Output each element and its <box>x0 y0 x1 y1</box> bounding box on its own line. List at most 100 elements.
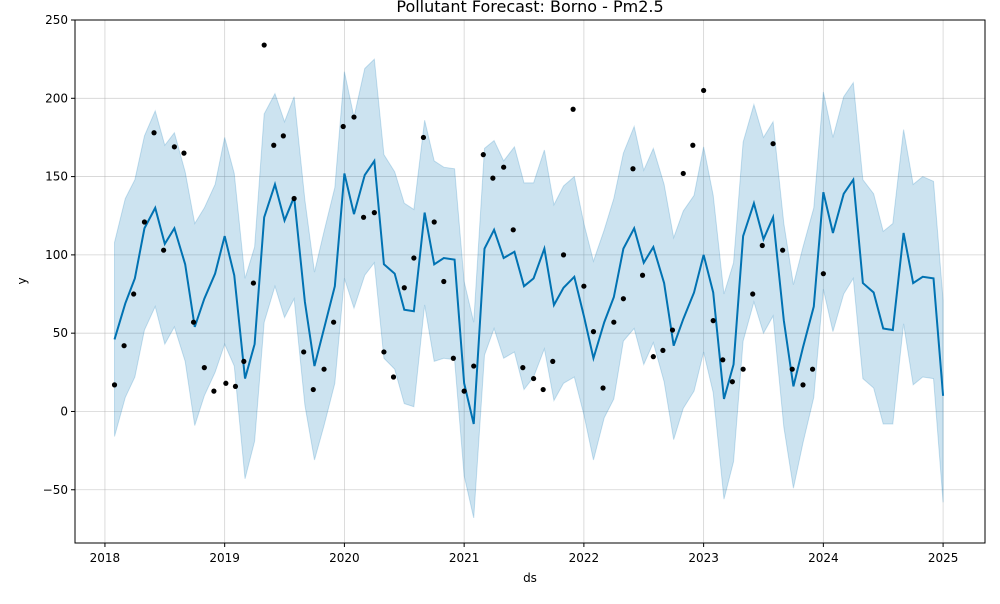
observed-point <box>271 142 277 148</box>
observed-point <box>680 170 686 177</box>
observed-point <box>581 283 587 289</box>
x-tick-label: 2025 <box>928 551 959 565</box>
observed-point <box>780 247 786 253</box>
observed-point <box>560 252 567 258</box>
observed-point <box>181 150 187 156</box>
observed-point <box>461 388 467 394</box>
observed-point <box>291 195 297 202</box>
observed-point <box>431 219 437 225</box>
observed-point <box>570 106 576 112</box>
observed-point <box>590 329 597 335</box>
observed-point <box>540 386 546 393</box>
observed-point <box>301 349 307 355</box>
observed-point <box>232 383 239 390</box>
observed-point <box>360 214 367 220</box>
observed-point <box>740 366 746 372</box>
observed-point <box>201 365 207 371</box>
observed-point <box>639 272 646 278</box>
observed-point <box>630 166 636 172</box>
observed-point <box>131 291 137 297</box>
observed-point <box>660 347 666 353</box>
observed-point <box>620 296 626 302</box>
observed-point <box>450 355 456 361</box>
observed-point <box>720 357 726 363</box>
forecast-line-group <box>113 158 945 425</box>
x-tick-label: 2021 <box>449 551 480 565</box>
observed-point <box>789 366 795 372</box>
observed-point <box>490 175 496 181</box>
x-tick-label: 2019 <box>209 551 240 565</box>
observed-point <box>809 366 816 372</box>
plot-frame <box>74 19 986 544</box>
observed-point <box>280 133 286 139</box>
observed-point <box>151 130 157 136</box>
observed-point <box>261 42 267 48</box>
uncertainty-band <box>114 58 944 519</box>
y-axis-label: y <box>15 277 29 284</box>
observed-point <box>650 354 656 360</box>
observed-point <box>111 382 118 388</box>
x-tick-label: 2022 <box>569 551 600 565</box>
observed-point <box>710 318 716 324</box>
y-tick-label: 0 <box>60 404 68 418</box>
x-tick-label: 2023 <box>688 551 719 565</box>
y-tick-label: 50 <box>53 326 68 340</box>
observed-point <box>480 152 486 158</box>
observed-point <box>121 343 127 349</box>
y-tick-label: −50 <box>43 483 68 497</box>
observed-point <box>223 380 229 386</box>
x-tick-label: 2018 <box>90 551 121 565</box>
y-tick-label: 250 <box>45 13 68 27</box>
observed-point <box>310 386 316 393</box>
observed-point <box>211 388 217 394</box>
observed-point <box>820 271 826 277</box>
observed-point <box>669 327 676 333</box>
observed-point <box>530 375 537 382</box>
x-tick-label: 2020 <box>329 551 360 565</box>
observed-point <box>331 319 337 325</box>
chart-title: Pollutant Forecast: Borno - Pm2.5 <box>396 0 663 16</box>
uncertainty-band-group <box>114 58 944 519</box>
grid <box>75 19 985 543</box>
observed-point <box>701 87 707 94</box>
observed-point <box>510 227 516 233</box>
observed-point <box>690 142 696 148</box>
observed-point <box>340 123 346 130</box>
observed-point <box>161 247 167 253</box>
observed-point <box>241 358 247 364</box>
y-tick-label: 150 <box>45 170 68 184</box>
observed-point <box>351 114 357 120</box>
observed-point <box>600 385 606 391</box>
observed-point <box>381 349 387 355</box>
forecast-line <box>113 158 945 425</box>
observed-point <box>441 278 447 285</box>
observed-point <box>611 319 617 325</box>
observed-point <box>411 255 417 261</box>
observed-point <box>800 382 806 388</box>
observed-point <box>759 242 765 249</box>
y-tick-label: 200 <box>45 91 68 105</box>
observed-point <box>141 219 148 225</box>
observed-point <box>750 291 756 297</box>
observed-point <box>371 210 377 216</box>
observed-point <box>520 365 526 371</box>
observed-points-group <box>111 42 826 394</box>
observed-point <box>471 363 477 369</box>
observed-point <box>401 285 407 291</box>
observed-point <box>250 280 257 286</box>
x-axis-label: ds <box>523 571 537 585</box>
y-tick-label: 100 <box>45 248 68 262</box>
observed-point <box>190 319 197 325</box>
axes: 2018 2019 2020 2021 2022 2023 2024 2025 −50 0 50 10… <box>43 13 986 565</box>
observed-point <box>171 144 177 150</box>
observed-point <box>501 164 507 170</box>
observed-point <box>550 358 556 364</box>
x-tick-label: 2024 <box>808 551 839 565</box>
observed-point <box>321 366 327 372</box>
observed-point <box>729 379 735 385</box>
observed-point <box>770 141 776 147</box>
observed-point <box>390 374 397 380</box>
observed-point <box>420 134 427 141</box>
